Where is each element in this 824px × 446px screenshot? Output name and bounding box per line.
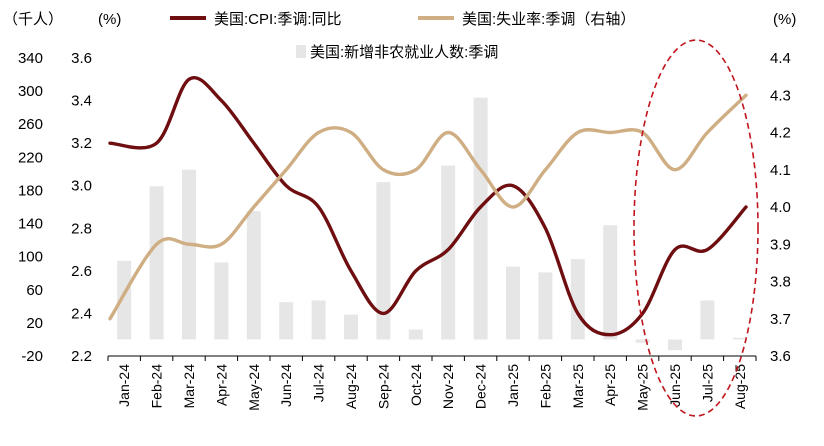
x-tick-label: Dec-24 <box>473 364 489 409</box>
payroll-axis-ticks: 340 300 260 220 180 140 100 60 20 -20 <box>18 50 43 365</box>
x-tick-label: Mar-24 <box>181 364 197 409</box>
cpi-tick-label: 2.8 <box>71 220 92 237</box>
payroll-tick-label: 220 <box>18 149 43 166</box>
cpi-tick-label: 3.4 <box>71 93 92 110</box>
payroll-bar <box>538 272 553 340</box>
payroll-bar <box>441 165 456 340</box>
unemployment-tick-label: 3.8 <box>770 274 791 291</box>
x-tick-label: Jul-24 <box>311 364 327 402</box>
x-tick-label: Feb-24 <box>149 364 165 409</box>
unemployment-tick-label: 3.9 <box>770 236 791 253</box>
cpi-tick-label: 3.2 <box>71 135 92 152</box>
payroll-bar <box>635 339 650 343</box>
payroll-bar <box>149 186 164 340</box>
payroll-bar <box>279 302 294 340</box>
payroll-bar <box>214 262 229 340</box>
payroll-bar <box>344 314 358 340</box>
payroll-bar <box>376 182 391 340</box>
x-tick-label: Feb-25 <box>537 364 553 409</box>
legend-unemployment-label: 美国:失业率:季调（右轴） <box>462 11 635 28</box>
x-tick-label: May-24 <box>246 364 262 411</box>
cpi-axis-ticks: 3.6 3.4 3.2 3.0 2.8 2.6 2.4 2.2 <box>71 50 92 365</box>
payroll-tick-label: 340 <box>18 50 43 67</box>
x-tick-label: Jan-25 <box>505 364 521 407</box>
cpi-tick-label: 2.2 <box>71 348 92 365</box>
right-axis-unit: (%) <box>773 11 796 28</box>
cpi-tick-label: 2.6 <box>71 263 92 280</box>
unemployment-tick-label: 3.7 <box>770 311 791 328</box>
cpi-axis-unit: (%) <box>98 11 121 28</box>
payroll-tick-label: -20 <box>21 348 43 365</box>
payroll-tick-label: 260 <box>18 116 43 133</box>
payroll-bar <box>408 329 423 340</box>
unemployment-tick-label: 3.6 <box>770 348 791 365</box>
x-tick-label: Jul-25 <box>699 364 715 402</box>
payroll-bar <box>506 266 520 340</box>
unemployment-line <box>108 93 748 321</box>
legend: 美国:CPI:季调:同比 美国:失业率:季调（右轴） 美国:新增非农就业人数:季… <box>170 11 635 61</box>
payroll-tick-label: 100 <box>18 249 43 266</box>
payroll-tick-label: 60 <box>26 282 43 299</box>
payroll-bar <box>732 337 747 340</box>
payroll-tick-label: 300 <box>18 83 43 100</box>
x-tick-label: Mar-25 <box>570 364 586 409</box>
x-tick-label: Aug-25 <box>732 364 748 409</box>
payroll-bar <box>311 300 326 340</box>
payroll-bar <box>700 300 715 340</box>
x-tick-label: Apr-25 <box>602 364 618 406</box>
x-tick-label: Apr-24 <box>213 364 229 406</box>
x-tick-label: Oct-24 <box>408 364 424 406</box>
payroll-bar <box>473 97 488 340</box>
payroll-tick-label: 140 <box>18 216 43 233</box>
payroll-bar <box>182 169 196 340</box>
legend-payroll-label: 美国:新增非农就业人数:季调 <box>310 44 498 61</box>
x-axis: Jan-24 Feb-24 Mar-24 Apr-24 May-24 Jun-24 Jul-… <box>107 355 757 411</box>
x-tick-label: May-25 <box>635 364 651 411</box>
highlight-ellipse <box>633 39 759 417</box>
legend-payroll-swatch <box>296 45 306 58</box>
payroll-tick-label: 180 <box>18 182 43 199</box>
payroll-tick-label: 20 <box>26 315 43 332</box>
unemployment-tick-label: 4.1 <box>770 162 791 179</box>
unemployment-tick-label: 4.0 <box>770 199 791 216</box>
payroll-bar <box>668 339 682 351</box>
unemployment-tick-label: 4.4 <box>770 50 791 67</box>
payroll-bar <box>117 260 132 340</box>
x-tick-label: Jun-24 <box>278 364 294 407</box>
cpi-tick-label: 3.0 <box>71 178 92 195</box>
x-tick-label: Nov-24 <box>440 364 456 409</box>
payroll-bar <box>246 211 261 340</box>
payroll-bars <box>117 97 747 351</box>
cpi-tick-label: 2.4 <box>71 305 92 322</box>
x-tick-label: Jun-25 <box>667 364 683 407</box>
cpi-tick-label: 3.6 <box>71 50 92 67</box>
cpi-line <box>108 76 748 337</box>
unemployment-tick-label: 4.2 <box>770 125 791 142</box>
x-tick-label: Jan-24 <box>116 364 132 407</box>
payroll-bar <box>603 225 618 340</box>
x-tick-label: Aug-24 <box>343 364 359 409</box>
x-tick-label: Sep-24 <box>375 364 391 409</box>
unemployment-tick-label: 4.3 <box>770 87 791 104</box>
right-axis-ticks: 4.4 4.3 4.2 4.1 4.0 3.9 3.8 3.7 3.6 <box>770 50 791 365</box>
legend-cpi-label: 美国:CPI:季调:同比 <box>214 11 342 28</box>
series-lines <box>108 76 748 337</box>
payroll-axis-unit: （千人） <box>3 11 63 28</box>
